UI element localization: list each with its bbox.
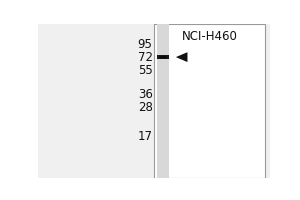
Text: 95: 95 <box>138 38 153 51</box>
Text: 55: 55 <box>138 64 153 77</box>
Ellipse shape <box>159 56 167 59</box>
Text: NCI-H460: NCI-H460 <box>182 30 238 43</box>
Text: 17: 17 <box>138 130 153 143</box>
Text: 28: 28 <box>138 101 153 114</box>
Text: 72: 72 <box>138 51 153 64</box>
Bar <box>157 24 169 178</box>
Polygon shape <box>176 52 188 62</box>
Bar <box>157 55 169 59</box>
Text: 36: 36 <box>138 88 153 101</box>
Bar <box>154 24 266 178</box>
